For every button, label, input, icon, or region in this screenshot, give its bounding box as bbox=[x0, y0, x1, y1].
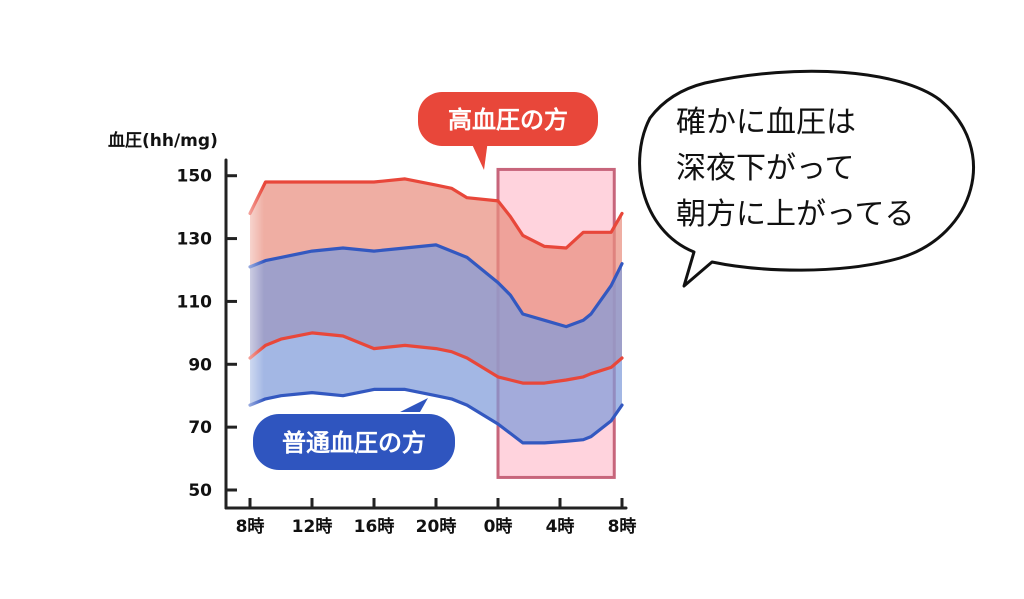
hypertension-bubble-tail bbox=[470, 140, 488, 170]
x-tick-label: 12時 bbox=[292, 516, 333, 537]
x-tick-label: 8時 bbox=[608, 516, 637, 537]
y-tick-label: 110 bbox=[177, 292, 213, 312]
normal-label-bubble: 普通血圧の方 bbox=[253, 398, 455, 470]
y-tick-label: 90 bbox=[188, 355, 212, 375]
thought-line-2: 深夜下がって bbox=[676, 151, 855, 186]
series-upper-line-1 bbox=[248, 243, 624, 329]
y-tick-label: 50 bbox=[188, 481, 212, 501]
hypertension-bubble-body bbox=[418, 92, 598, 146]
x-tick-label: 20時 bbox=[416, 516, 457, 537]
x-tick-label: 0時 bbox=[484, 516, 513, 537]
series-upper-line-0 bbox=[248, 177, 624, 250]
series-band-1 bbox=[250, 244, 622, 443]
thought-bubble: 確かに血圧は 深夜下がって 朝方に上がってる bbox=[638, 69, 975, 288]
hypertension-bubble-text: 高血圧の方 bbox=[448, 106, 568, 134]
normal-bubble-text: 普通血圧の方 bbox=[282, 429, 426, 457]
x-tick-label: 8時 bbox=[236, 516, 265, 537]
y-tick-label: 70 bbox=[188, 418, 212, 438]
hypertension-label-bubble: 高血圧の方 bbox=[418, 92, 598, 170]
thought-bubble-outline bbox=[638, 69, 975, 288]
left-edge-fade bbox=[234, 175, 264, 412]
y-tick-label: 130 bbox=[177, 230, 213, 250]
normal-bubble-body bbox=[253, 414, 455, 470]
y-tick-label: 150 bbox=[177, 167, 213, 187]
thought-line-3: 朝方に上がってる bbox=[676, 197, 915, 232]
x-tick-label: 16時 bbox=[354, 516, 395, 537]
thought-line-1: 確かに血圧は bbox=[676, 105, 856, 140]
normal-bubble-tail bbox=[400, 398, 428, 412]
series-lower-line-1 bbox=[248, 387, 624, 445]
y-axis-title: 血圧(hh/mg) bbox=[108, 130, 218, 151]
x-tick-label: 4時 bbox=[546, 516, 575, 537]
series-lower-line-0 bbox=[248, 331, 624, 385]
